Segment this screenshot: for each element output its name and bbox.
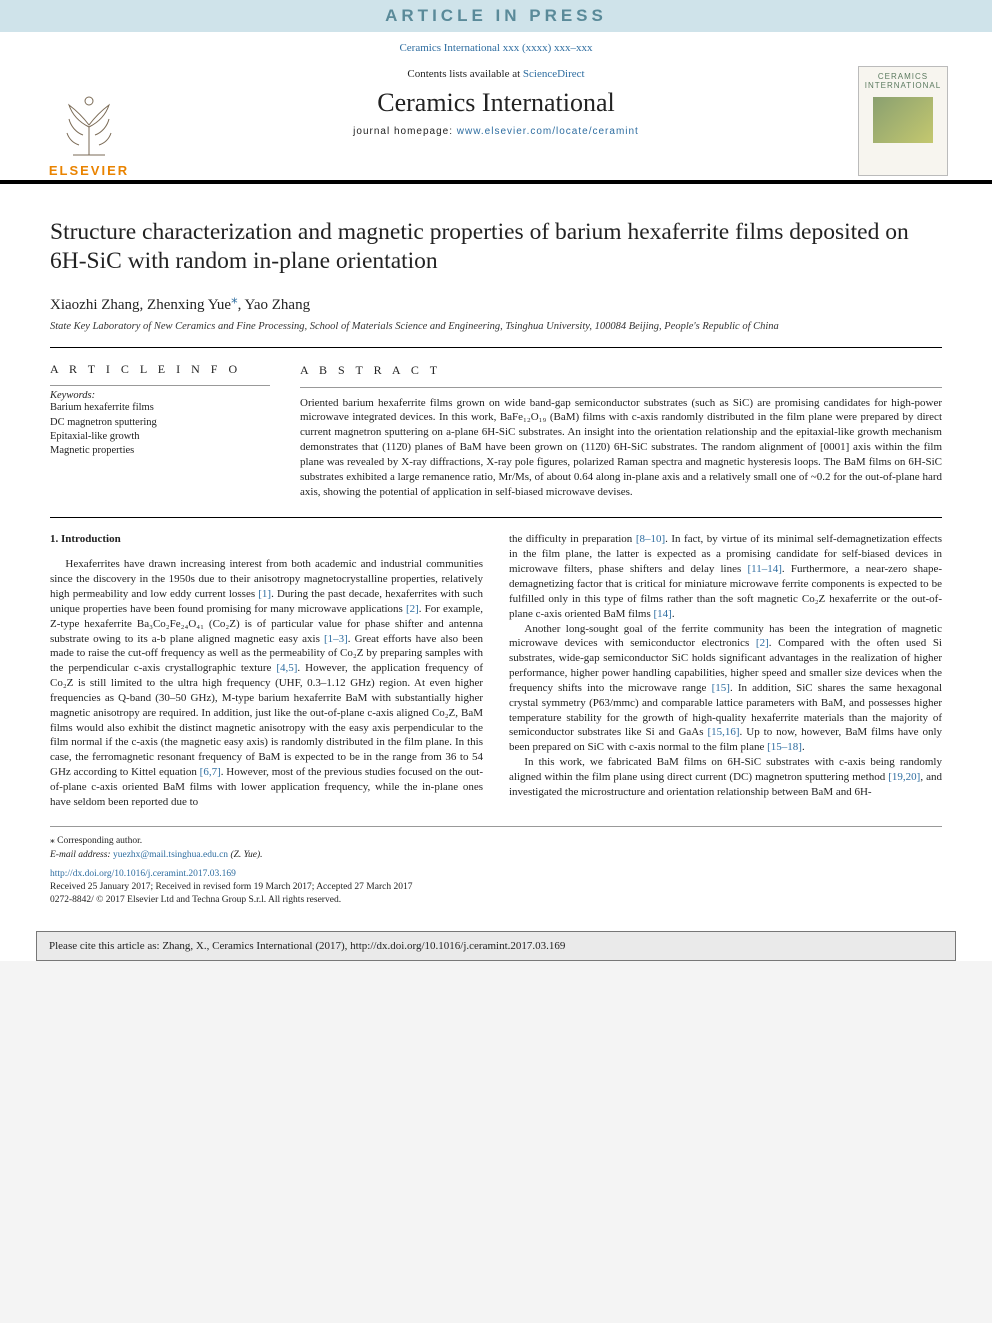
received-line: Received 25 January 2017; Received in re… — [50, 881, 942, 894]
homepage-url[interactable]: www.elsevier.com/locate/ceramint — [457, 126, 639, 137]
sciencedirect-link[interactable]: ScienceDirect — [523, 68, 585, 80]
cite-15-18[interactable]: [15–18] — [767, 741, 802, 753]
cite-2b[interactable]: [2] — [756, 637, 769, 649]
authors-post: , Yao Zhang — [238, 297, 311, 313]
journal-header: ELSEVIER Contents lists available at Sci… — [0, 62, 992, 184]
homepage-line: journal homepage: www.elsevier.com/locat… — [144, 126, 848, 137]
keyword-3: Epitaxial-like growth — [50, 430, 270, 444]
keywords-label: Keywords: — [50, 390, 270, 401]
cite-15-16[interactable]: [15,16] — [707, 726, 739, 738]
cover-word-2: INTERNATIONAL — [865, 82, 941, 91]
contents-available-line: Contents lists available at ScienceDirec… — [144, 68, 848, 80]
keyword-1: Barium hexaferrite films — [50, 401, 270, 415]
cite-1-3[interactable]: [1–3] — [324, 633, 348, 645]
column-right: the difficulty in preparation [8–10]. In… — [509, 532, 942, 809]
para-l1: Hexaferrites have drawn increasing inter… — [50, 557, 483, 809]
email-address[interactable]: yuezhx@mail.tsinghua.edu.cn — [113, 850, 228, 860]
cite-1[interactable]: [1] — [258, 588, 271, 600]
cite-14[interactable]: [14] — [654, 608, 672, 620]
abstract-text: Oriented barium hexaferrite films grown … — [300, 397, 942, 498]
journal-name: Ceramics International — [144, 88, 848, 118]
t: . — [802, 741, 805, 753]
authors-pre: Xiaozhi Zhang, Zhenxing Yue — [50, 297, 231, 313]
cite-6-7[interactable]: [6,7] — [200, 766, 221, 778]
cite-11-14[interactable]: [11–14] — [747, 563, 781, 575]
spacer — [300, 388, 942, 396]
cite-2[interactable]: [2] — [406, 603, 419, 615]
section-1-head: 1. Introduction — [50, 532, 483, 547]
article-title: Structure characterization and magnetic … — [50, 218, 942, 277]
please-cite-box: Please cite this article as: Zhang, X., … — [36, 931, 956, 961]
banner-text: ARTICLE IN PRESS — [385, 6, 607, 25]
copyright-line: 0272-8842/ © 2017 Elsevier Ltd and Techn… — [50, 894, 942, 907]
affiliation: State Key Laboratory of New Ceramics and… — [50, 320, 942, 334]
info-rule — [50, 385, 270, 386]
keyword-4: Magnetic properties — [50, 444, 270, 458]
article-front: Structure characterization and magnetic … — [0, 184, 992, 347]
para-r3: In this work, we fabricated BaM films on… — [509, 755, 942, 800]
article-info-head: A R T I C L E I N F O — [50, 362, 270, 377]
cite-4-5[interactable]: [4,5] — [276, 662, 297, 674]
email-who: (Z. Yue). — [228, 850, 263, 860]
elsevier-wordmark: ELSEVIER — [49, 163, 129, 178]
journal-cover-thumbnail[interactable]: CERAMICS INTERNATIONAL — [848, 62, 958, 180]
email-label: E-mail address: — [50, 850, 113, 860]
t: the difficulty in preparation — [509, 533, 636, 545]
keyword-2: DC magnetron sputtering — [50, 416, 270, 430]
article-meta-row: A R T I C L E I N F O Keywords: Barium h… — [0, 348, 992, 517]
homepage-prefix: journal homepage: — [353, 126, 457, 137]
article-info-block: A R T I C L E I N F O Keywords: Barium h… — [50, 362, 270, 499]
preprint-citation: Ceramics International xxx (xxxx) xxx–xx… — [0, 32, 992, 62]
email-line: E-mail address: yuezhx@mail.tsinghua.edu… — [50, 849, 942, 862]
body-columns: 1. Introduction Hexaferrites have drawn … — [0, 518, 992, 819]
t: . — [672, 608, 675, 620]
cite-8-10[interactable]: [8–10] — [636, 533, 665, 545]
elsevier-logo[interactable]: ELSEVIER — [34, 62, 144, 180]
abstract-block: A B S T R A C T Oriented barium hexaferr… — [300, 362, 942, 499]
cite-15[interactable]: [15] — [712, 682, 730, 694]
page: ARTICLE IN PRESS Ceramics International … — [0, 0, 992, 961]
contents-prefix: Contents lists available at — [407, 68, 522, 80]
t: . However, the application frequency of … — [50, 662, 483, 778]
para-r2: Another long-sought goal of the ferrite … — [509, 622, 942, 756]
elsevier-tree-icon — [49, 83, 129, 163]
t: In this work, we fabricated BaM films on… — [509, 756, 942, 783]
doi-link[interactable]: http://dx.doi.org/10.1016/j.ceramint.201… — [50, 868, 942, 881]
cover-image-icon — [873, 97, 933, 143]
article-in-press-banner: ARTICLE IN PRESS — [0, 0, 992, 32]
corresponding-author-label: ⁎ Corresponding author. — [50, 835, 942, 848]
preprint-text[interactable]: Ceramics International xxx (xxxx) xxx–xx… — [399, 42, 592, 54]
cite-19-20[interactable]: [19,20] — [888, 771, 920, 783]
footer-block: ⁎ Corresponding author. E-mail address: … — [0, 827, 992, 921]
authors: Xiaozhi Zhang, Zhenxing Yue⁎, Yao Zhang — [50, 291, 942, 314]
cite-box-text: Please cite this article as: Zhang, X., … — [49, 940, 565, 952]
abstract-head: A B S T R A C T — [300, 362, 942, 378]
cover-box: CERAMICS INTERNATIONAL — [858, 66, 948, 176]
journal-header-center: Contents lists available at ScienceDirec… — [144, 62, 848, 180]
column-left: 1. Introduction Hexaferrites have drawn … — [50, 532, 483, 809]
para-r1: the difficulty in preparation [8–10]. In… — [509, 532, 942, 621]
